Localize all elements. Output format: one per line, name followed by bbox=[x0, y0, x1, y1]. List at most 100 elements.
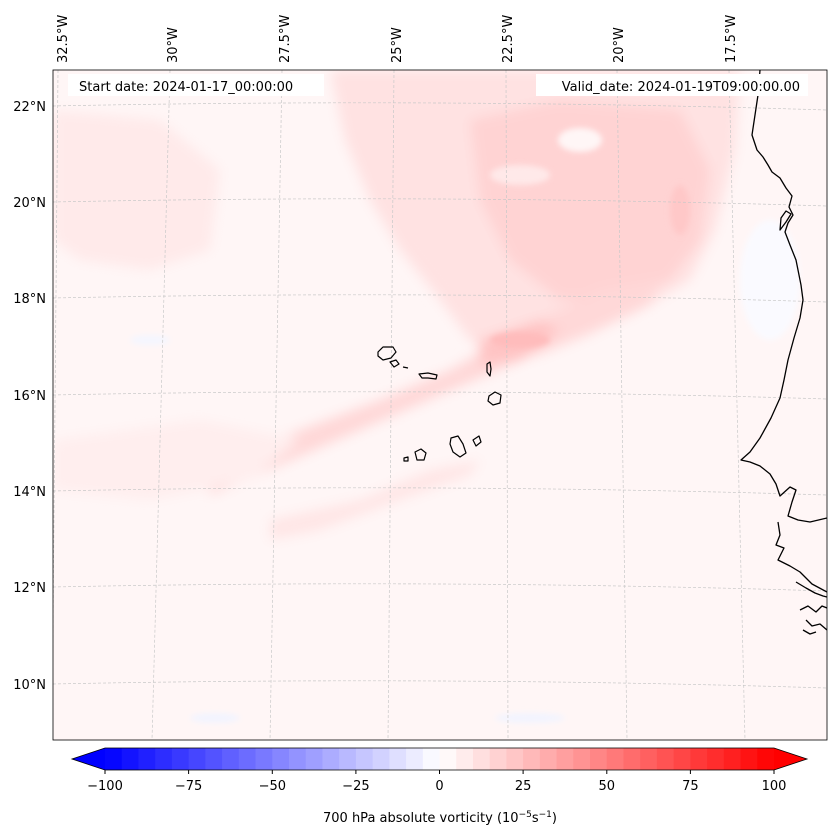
colorbar-segment bbox=[590, 748, 608, 770]
island-sao-vicente bbox=[389, 359, 400, 368]
positive-vorticity-core bbox=[470, 100, 710, 300]
lon-label-27-5w: 27.5°W bbox=[278, 15, 293, 63]
colorbar-min-extend bbox=[72, 748, 105, 770]
colorbar-segment bbox=[105, 748, 123, 770]
colorbar-segment bbox=[238, 748, 257, 770]
longitude-labels: 32.5°W 30°W 27.5°W 25°W 22.5°W 20°W 17.5… bbox=[56, 15, 739, 63]
negative-vorticity-cell-1 bbox=[130, 335, 170, 345]
parallel-10n bbox=[53, 680, 827, 689]
bijagos-islands bbox=[802, 619, 827, 635]
positive-vorticity-streak-2 bbox=[270, 460, 480, 540]
africa-coast-detail-2 bbox=[795, 581, 827, 598]
vorticity-cell-1 bbox=[558, 128, 602, 152]
lon-label-17-5w: 17.5°W bbox=[724, 15, 739, 63]
colorbar-segment bbox=[339, 748, 357, 770]
colorbar-segment bbox=[389, 748, 407, 770]
negative-vorticity-cell-4 bbox=[740, 220, 800, 340]
lat-label-18n: 18°N bbox=[13, 292, 46, 307]
tick-label: −75 bbox=[175, 779, 202, 794]
island-boa-vista bbox=[487, 391, 502, 406]
colorbar-segment bbox=[456, 748, 474, 770]
colorbar-label-exp2: −1 bbox=[539, 810, 552, 820]
vorticity-detail bbox=[130, 128, 800, 723]
coastlines bbox=[740, 70, 827, 635]
start-date-label: Start date: 2024-01-17_00:00:00 bbox=[79, 80, 293, 95]
meridian-20w bbox=[616, 70, 628, 740]
colorbar-segment bbox=[439, 748, 457, 770]
colorbar-segment bbox=[640, 748, 658, 770]
colorbar-segment bbox=[322, 748, 340, 770]
colorbar-segment bbox=[205, 748, 223, 770]
colorbar-segment bbox=[188, 748, 206, 770]
island-maio bbox=[472, 435, 482, 447]
colorbar-segment bbox=[606, 748, 625, 770]
parallel-12n bbox=[53, 583, 827, 592]
map-border bbox=[52, 69, 828, 741]
colorbar-segment bbox=[355, 748, 374, 770]
lon-label-32-5w: 32.5°W bbox=[56, 15, 71, 63]
colorbar-max-extend bbox=[774, 748, 807, 770]
lat-label-12n: 12°N bbox=[13, 581, 46, 596]
colorbar-segment bbox=[222, 748, 240, 770]
tick-label: 100 bbox=[762, 779, 787, 794]
negative-vorticity-cell-2 bbox=[190, 713, 240, 723]
colorbar-segment bbox=[406, 748, 424, 770]
lat-label-14n: 14°N bbox=[13, 485, 46, 500]
map-panel: Start date: 2024-01-17_00:00:00 Valid_da… bbox=[52, 69, 828, 741]
vorticity-cell-4 bbox=[490, 332, 550, 348]
island-sal bbox=[486, 361, 492, 377]
cape-verde-islands bbox=[377, 346, 502, 462]
lon-label-20w: 20°W bbox=[612, 27, 627, 63]
colorbar-segment bbox=[171, 748, 190, 770]
valid-date-box bbox=[536, 74, 808, 96]
positive-vorticity-southwest bbox=[53, 420, 300, 500]
valid-date-label: Valid_date: 2024-01-19T09:00:00.00 bbox=[562, 80, 800, 95]
colorbar-segment bbox=[372, 748, 390, 770]
tick-label: −50 bbox=[259, 779, 286, 794]
vorticity-cell-2 bbox=[490, 165, 550, 185]
colorbar-segment bbox=[623, 748, 641, 770]
africa-coastline bbox=[740, 70, 827, 593]
lat-label-10n: 10°N bbox=[13, 678, 46, 693]
colorbar-label: 700 hPa absolute vorticity (10−5s−1) bbox=[323, 810, 557, 826]
colorbar-segment bbox=[272, 748, 290, 770]
island-brava bbox=[403, 456, 409, 462]
colorbar-segment bbox=[656, 748, 675, 770]
colorbar-segment bbox=[506, 748, 524, 770]
graticule bbox=[53, 70, 827, 740]
colorbar-label-mid: s bbox=[532, 811, 539, 826]
colorbar-segment bbox=[255, 748, 273, 770]
meridian-32-5w bbox=[53, 70, 59, 668]
africa-coast-detail-1 bbox=[779, 210, 792, 231]
parallel-22n bbox=[53, 102, 827, 111]
tick-label: −100 bbox=[87, 779, 123, 794]
parallel-16n bbox=[53, 391, 827, 400]
vorticity-field bbox=[53, 70, 740, 540]
meridian-22-5w bbox=[505, 70, 509, 740]
island-fogo bbox=[414, 448, 427, 461]
lat-label-16n: 16°N bbox=[13, 389, 46, 404]
meridian-27-5w bbox=[269, 70, 283, 740]
guinea-bissau-coast bbox=[799, 605, 827, 613]
island-santiago bbox=[449, 435, 467, 458]
colorbar-segment bbox=[288, 748, 307, 770]
colorbar: −100 −75 −50 −25 0 25 50 75 100 700 hPa … bbox=[70, 747, 809, 826]
colorbar-segment bbox=[489, 748, 508, 770]
lat-label-22n: 22°N bbox=[13, 100, 46, 115]
colorbar-label-prefix: 700 hPa absolute vorticity (10 bbox=[323, 811, 519, 826]
tick-label: 50 bbox=[599, 779, 616, 794]
tick-label: 0 bbox=[435, 779, 443, 794]
start-date-box bbox=[68, 74, 324, 96]
positive-vorticity-west bbox=[53, 110, 220, 270]
colorbar-segment bbox=[121, 748, 140, 770]
latitude-labels: 22°N 20°N 18°N 16°N 14°N 12°N 10°N bbox=[13, 100, 46, 693]
lon-label-25w: 25°W bbox=[390, 27, 405, 63]
colorbar-segment bbox=[422, 748, 441, 770]
colorbar-segment bbox=[305, 748, 324, 770]
vorticity-cell-3 bbox=[670, 185, 690, 235]
colorbar-segment bbox=[155, 748, 173, 770]
tick-label: 25 bbox=[515, 779, 532, 794]
island-santa-luzia bbox=[402, 366, 409, 369]
colorbar-segment bbox=[757, 748, 775, 770]
